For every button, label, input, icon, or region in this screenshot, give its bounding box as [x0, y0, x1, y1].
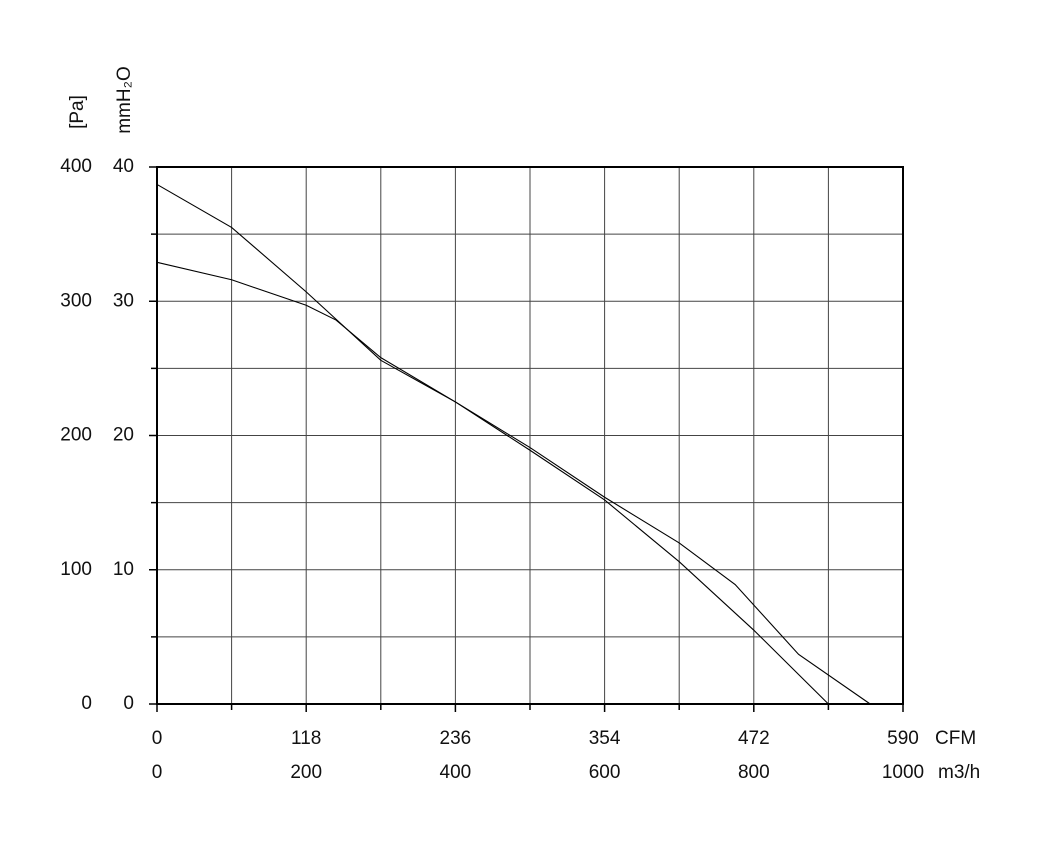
y-tick-label: 400 [60, 156, 92, 177]
x-tick-label: 600 [589, 762, 621, 783]
y2-axis-label: mmH₂O [114, 66, 135, 134]
x2-tick-label: 0 [152, 728, 163, 749]
y-tick-label: 300 [60, 290, 92, 311]
x-tick-label: 800 [738, 762, 770, 783]
x-tick-label: 0 [152, 762, 163, 783]
x2-tick-label: 354 [589, 728, 621, 749]
x2-axis-label: CFM [935, 728, 976, 749]
fan-curve [156, 261, 871, 705]
y2-tick-label: 30 [113, 290, 134, 311]
y2-tick-label: 10 [113, 559, 134, 580]
x2-tick-label: 118 [291, 728, 321, 749]
y-tick-label: 100 [60, 559, 92, 580]
y-tick-label: 0 [81, 693, 92, 714]
y2-tick-label: 40 [113, 156, 134, 177]
fan-curve [156, 183, 829, 705]
x-axis-label: m3/h [938, 762, 980, 783]
x2-tick-label: 590 [887, 728, 919, 749]
y2-tick-label: 20 [113, 425, 134, 446]
x2-tick-label: 236 [440, 728, 472, 749]
x2-tick-label: 472 [738, 728, 770, 749]
plot-frame [156, 166, 904, 705]
y-tick-label: 200 [60, 425, 92, 446]
x-tick-label: 400 [440, 762, 472, 783]
y-axis-label: [Pa] [67, 95, 88, 129]
x-tick-label: 1000 [882, 762, 924, 783]
x-tick-label: 200 [290, 762, 322, 783]
y2-tick-label: 0 [123, 693, 134, 714]
